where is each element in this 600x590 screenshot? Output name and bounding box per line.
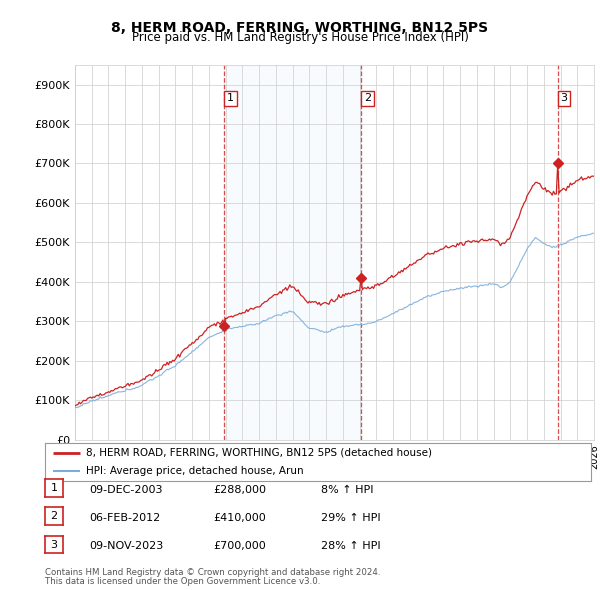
Text: £410,000: £410,000	[213, 513, 266, 523]
Text: 09-NOV-2023: 09-NOV-2023	[89, 542, 163, 551]
Text: Price paid vs. HM Land Registry's House Price Index (HPI): Price paid vs. HM Land Registry's House …	[131, 31, 469, 44]
Text: 8, HERM ROAD, FERRING, WORTHING, BN12 5PS: 8, HERM ROAD, FERRING, WORTHING, BN12 5P…	[112, 21, 488, 35]
Text: 1: 1	[227, 93, 234, 103]
Text: 8, HERM ROAD, FERRING, WORTHING, BN12 5PS (detached house): 8, HERM ROAD, FERRING, WORTHING, BN12 5P…	[86, 448, 432, 458]
Text: 09-DEC-2003: 09-DEC-2003	[89, 485, 162, 494]
Text: 3: 3	[560, 93, 568, 103]
Text: £700,000: £700,000	[213, 542, 266, 551]
Text: HPI: Average price, detached house, Arun: HPI: Average price, detached house, Arun	[86, 466, 304, 476]
Text: £288,000: £288,000	[213, 485, 266, 494]
Text: This data is licensed under the Open Government Licence v3.0.: This data is licensed under the Open Gov…	[45, 577, 320, 586]
Text: 2: 2	[50, 512, 58, 521]
Text: 2: 2	[364, 93, 371, 103]
Text: 29% ↑ HPI: 29% ↑ HPI	[321, 513, 380, 523]
Text: 3: 3	[50, 540, 58, 549]
Text: Contains HM Land Registry data © Crown copyright and database right 2024.: Contains HM Land Registry data © Crown c…	[45, 568, 380, 577]
Bar	[224, 65, 361, 440]
Text: 28% ↑ HPI: 28% ↑ HPI	[321, 542, 380, 551]
Text: 8% ↑ HPI: 8% ↑ HPI	[321, 485, 373, 494]
Text: 06-FEB-2012: 06-FEB-2012	[89, 513, 160, 523]
Text: 1: 1	[50, 483, 58, 493]
